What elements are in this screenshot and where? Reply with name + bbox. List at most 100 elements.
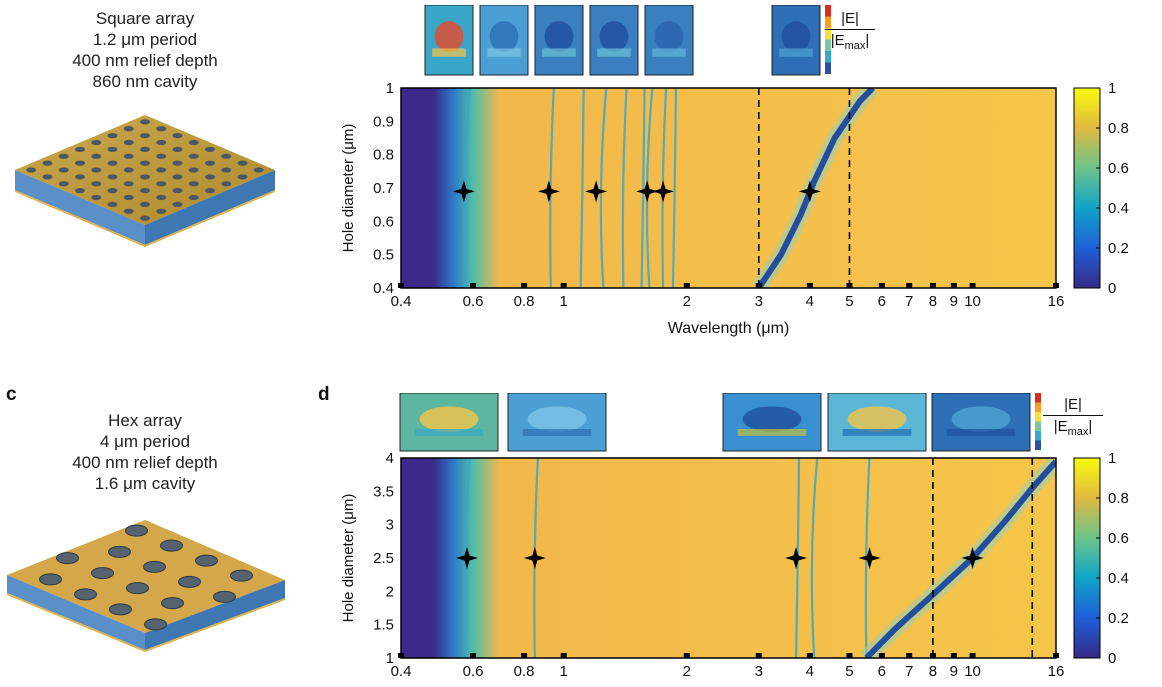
colorbar-tick-label: 0.6 [1108,160,1129,177]
schematic-hole [188,194,199,201]
field-map-feature [487,48,521,57]
resonance-marker [785,547,808,569]
y-tick-label: 0.7 [373,180,394,197]
x-tick-label: 8 [929,293,937,310]
field-legend-numerator: |E| [841,10,859,27]
x-tick-label: 6 [878,663,886,680]
colorbar-tick-label: 0.4 [1108,570,1129,587]
schematic-hole [123,126,134,132]
x-tick-mark [755,653,762,658]
field-legend-prefix: |E [1053,418,1068,435]
field-legend-sub: max [844,40,866,52]
heatmap-background [401,458,1056,658]
x-tick-label: 16 [1048,663,1065,680]
field-map-feature [489,21,519,52]
resonance-line [810,458,819,658]
schematic-hole [178,575,201,588]
schematic-hole [172,146,183,152]
square-array-schematic [15,115,275,247]
field-colorbar-segment [1035,412,1041,422]
resonance-marker [537,180,560,203]
schematic-hole [91,139,102,146]
schematic-hole [205,146,215,152]
schematic-hole [123,194,134,201]
schematic-hole [75,160,85,166]
x-tick-mark [683,283,690,288]
field-colorbar-segment [825,28,831,40]
y-tick-label: 0.6 [373,213,394,230]
schematic-hole [140,133,150,139]
field-map-feature [434,21,464,52]
schematic-hole [123,153,134,159]
field-colorbar-segment [825,16,831,28]
schematic-hole [140,201,150,207]
colorbar-tick-label: 0 [1108,650,1116,667]
x-tick-label: 8 [929,663,937,680]
x-tick-label: 0.6 [463,293,484,310]
resonance-marker [961,547,984,569]
x-tick-mark [950,653,957,658]
x-tick-label: 9 [950,663,958,680]
field-maps-b [424,5,831,76]
schematic-hole [143,560,166,573]
schematic-hole [140,146,150,152]
schematic-hole [26,167,37,173]
colorbar [1073,87,1101,289]
schematic-hole [126,582,149,595]
x-tick-label: 5 [845,663,853,680]
schematic-hole [75,188,85,194]
panel-a-description: Square array 1.2 μm period 400 nm relief… [30,8,260,92]
x-tick-mark [906,653,913,658]
x-tick-mark [469,653,476,658]
panel-c-description: Hex array 4 μm period 400 nm relief dept… [30,410,260,494]
field-colorbar-segment [825,39,831,51]
x-tick-label: 0.8 [514,663,535,680]
schematic-hole [172,201,183,207]
schematic-hole [221,153,232,159]
y-tick-label: 1 [386,650,394,667]
schematic-hole [172,188,183,194]
schematic-hole [156,153,167,159]
description-line: 400 nm relief depth [72,51,218,70]
field-map-feature [542,48,576,57]
schematic-hole [91,567,114,580]
x-tick-label: 6 [878,293,886,310]
x-tick-label: 0.4 [391,293,412,310]
colorbar-tick-label: 0.8 [1108,490,1129,507]
x-tick-mark [846,653,853,658]
colorbar-tick-label: 0.6 [1108,530,1129,547]
schematic-hole [109,603,132,616]
schematic-hole [58,167,69,173]
resonance-line [621,88,628,288]
colorbar-tick-label: 0.8 [1108,120,1129,137]
x-tick-mark [929,283,936,288]
schematic-hole [221,167,232,173]
x-tick-label: 2 [683,293,691,310]
x-tick-mark [906,283,913,288]
schematic-hole [42,160,53,166]
description-line: 400 nm relief depth [72,453,218,472]
schematic-hole [91,167,102,173]
x-tick-label: 2 [683,663,691,680]
field-map-feature [522,428,592,436]
schematic-hole [107,174,118,180]
schematic-hole [140,215,150,221]
resonance-marker [798,180,821,203]
resonance-line [599,88,608,288]
x-tick-label: 1 [560,663,568,680]
description-line: Square array [95,9,195,28]
resonance-marker [652,180,675,203]
colorbar-label: Reflectance [1158,146,1162,231]
colorbar-tick-label: 0.2 [1108,240,1129,257]
field-colorbar-segment [1035,421,1041,431]
x-tick-mark [683,653,690,658]
x-tick-mark [969,653,976,658]
x-tick-label: 7 [905,293,913,310]
schematic-hole [188,167,199,173]
colorbar-tick-label: 0.4 [1108,200,1129,217]
schematic-hole [123,208,134,214]
hex-array-schematic [7,520,285,652]
field-legend-d: |E| |Emax| [1043,396,1103,438]
x-axis-label: Wavelength (μm) [668,320,790,337]
schematic-hole [107,160,118,166]
